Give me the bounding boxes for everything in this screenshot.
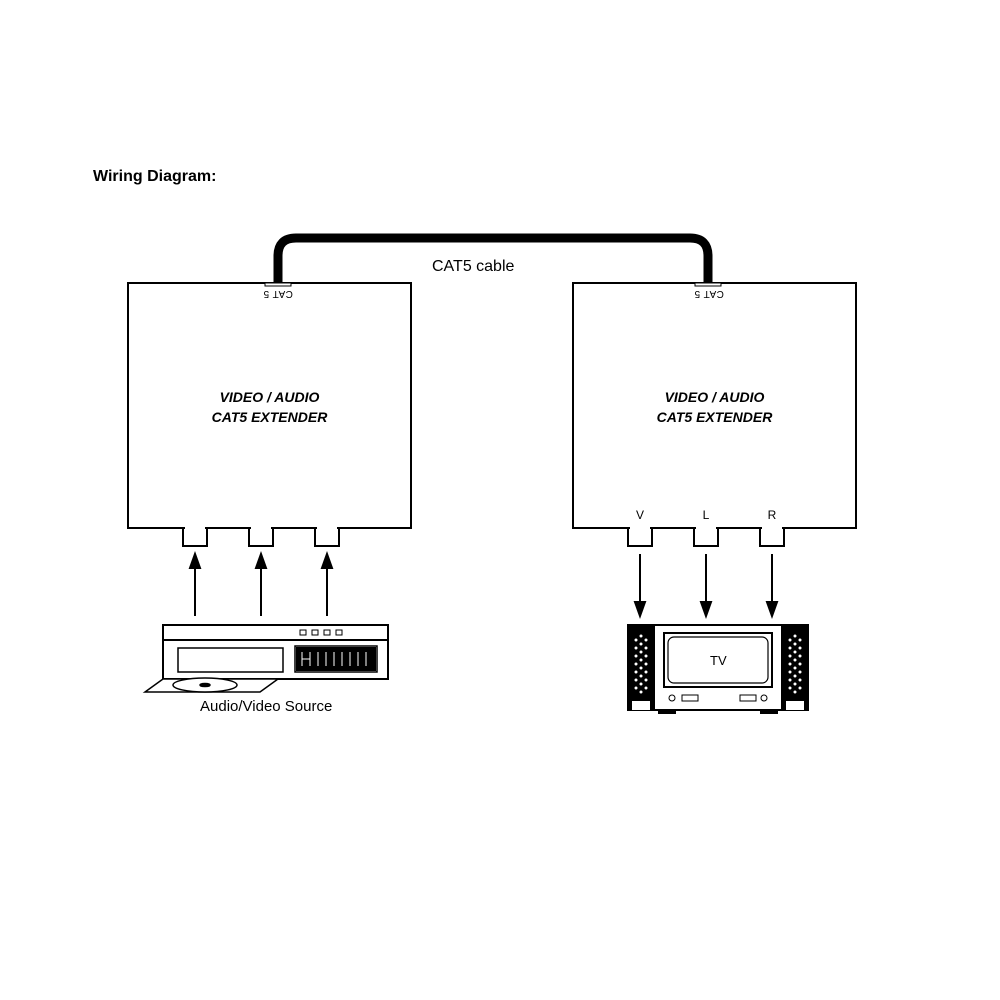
tv-device <box>628 625 808 714</box>
left-box-line1: VIDEO / AUDIO <box>220 389 320 405</box>
left-ports <box>183 525 339 546</box>
port-label-l: L <box>701 508 711 522</box>
left-arrows <box>190 554 332 616</box>
right-box-line1: VIDEO / AUDIO <box>665 389 765 405</box>
av-source-label: Audio/Video Source <box>200 698 332 715</box>
right-arrows <box>635 554 777 616</box>
port-label-r: R <box>767 508 777 522</box>
diagram-title: Wiring Diagram: <box>93 168 216 186</box>
right-box-cat5-label: CAT 5 <box>694 288 724 299</box>
cat5-cable-label: CAT5 cable <box>432 258 514 276</box>
tv-label: TV <box>710 653 727 668</box>
av-source-device <box>145 625 388 692</box>
left-box-line2: CAT5 EXTENDER <box>212 409 328 425</box>
left-box-cat5-label: CAT 5 <box>263 288 293 299</box>
port-label-v: V <box>635 508 645 522</box>
wiring-diagram-canvas <box>0 0 1000 1000</box>
left-box-label: VIDEO / AUDIO CAT5 EXTENDER <box>128 388 411 427</box>
right-box-label: VIDEO / AUDIO CAT5 EXTENDER <box>573 388 856 427</box>
right-ports <box>628 525 784 546</box>
right-box-line2: CAT5 EXTENDER <box>657 409 773 425</box>
